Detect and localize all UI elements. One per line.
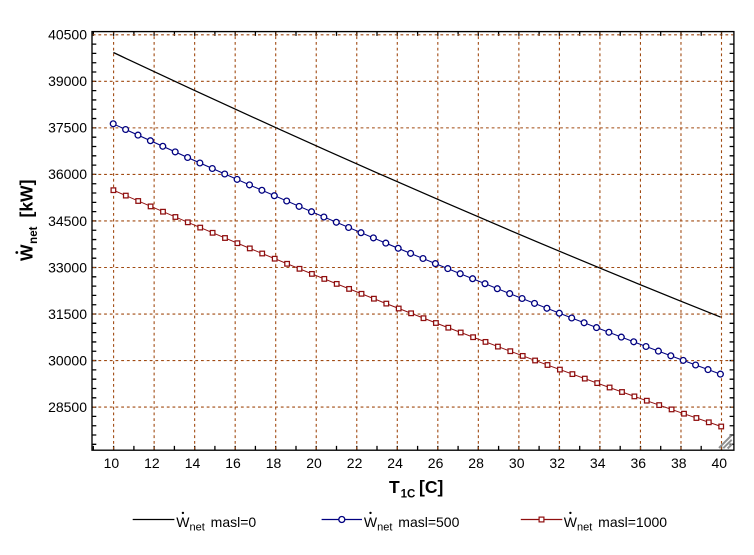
- svg-text:net: net: [28, 226, 40, 243]
- svg-text:masl=0: masl=0: [207, 514, 257, 530]
- svg-text:masl=1000: masl=1000: [594, 514, 667, 530]
- svg-text:W: W: [17, 244, 37, 261]
- svg-text:12: 12: [144, 455, 160, 471]
- svg-text:W: W: [176, 514, 190, 530]
- svg-text:1C: 1C: [401, 488, 416, 500]
- svg-text:39000: 39000: [48, 73, 87, 89]
- svg-text:net: net: [577, 521, 592, 533]
- svg-text:36000: 36000: [48, 166, 87, 182]
- svg-text:18: 18: [266, 455, 282, 471]
- svg-text:37500: 37500: [48, 120, 87, 136]
- svg-text:36: 36: [631, 455, 647, 471]
- svg-text:31500: 31500: [48, 306, 87, 322]
- svg-text:W: W: [364, 514, 378, 530]
- svg-text:14: 14: [185, 455, 201, 471]
- svg-text:28500: 28500: [48, 399, 87, 415]
- svg-text:[kW]: [kW]: [17, 180, 37, 218]
- svg-text:net: net: [190, 521, 205, 533]
- svg-text:32: 32: [549, 455, 565, 471]
- svg-text:T: T: [389, 477, 400, 497]
- svg-text:16: 16: [225, 455, 241, 471]
- svg-text:W: W: [564, 514, 578, 530]
- svg-text:20: 20: [306, 455, 322, 471]
- svg-text:30000: 30000: [48, 352, 87, 368]
- svg-text:33000: 33000: [48, 259, 87, 275]
- svg-text:24: 24: [387, 455, 403, 471]
- svg-text:38: 38: [671, 455, 687, 471]
- svg-text:masl=500: masl=500: [394, 514, 459, 530]
- svg-text:26: 26: [428, 455, 444, 471]
- svg-text:34500: 34500: [48, 213, 87, 229]
- svg-text:22: 22: [347, 455, 363, 471]
- svg-text:40: 40: [712, 455, 728, 471]
- svg-text:30: 30: [509, 455, 525, 471]
- svg-text:[C]: [C]: [419, 477, 443, 497]
- svg-text:10: 10: [104, 455, 120, 471]
- svg-text:34: 34: [590, 455, 606, 471]
- svg-text:28: 28: [468, 455, 484, 471]
- svg-text:net: net: [377, 521, 392, 533]
- svg-text:40500: 40500: [48, 27, 87, 43]
